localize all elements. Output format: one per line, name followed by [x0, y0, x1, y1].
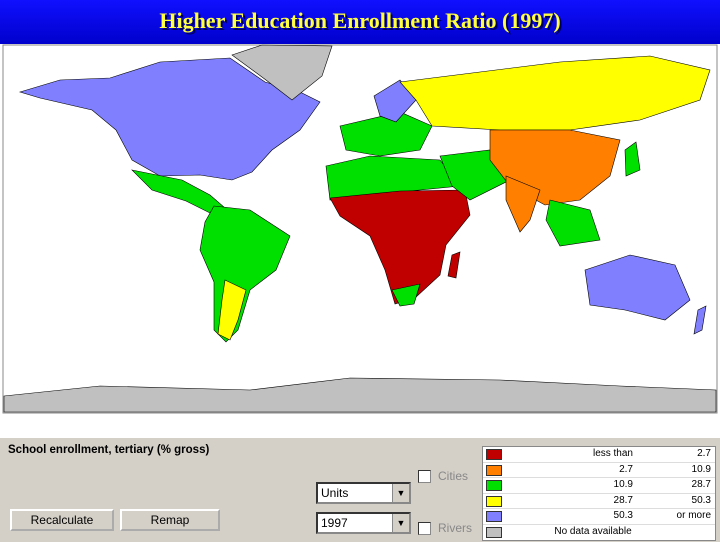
control-panel: School enrollment, tertiary (% gross) Re…: [0, 436, 720, 542]
legend-row: less than 2.7: [483, 447, 715, 463]
checkbox-label: Cities: [438, 469, 469, 483]
australia: [584, 254, 691, 321]
legend-row: 10.9 28.7: [483, 478, 715, 494]
legend-row: No data available: [483, 525, 715, 540]
india: [505, 175, 541, 233]
dropdown-arrow: ▼: [392, 484, 409, 502]
madagascar: [447, 251, 461, 279]
title: Higher Education Enrollment Ratio (1997): [159, 8, 561, 33]
legend-swatch: [486, 464, 502, 476]
legend-swatch: [486, 511, 502, 523]
central-africa: [329, 189, 471, 305]
legend-low: 10.9: [613, 479, 633, 491]
legend-swatch: [486, 526, 502, 538]
checkbox-box: [418, 522, 431, 535]
remap-button[interactable]: Remap: [120, 509, 220, 531]
legend-swatch: [486, 449, 502, 460]
legend-low: 2.7: [619, 463, 633, 475]
legend-high: or more: [676, 510, 711, 522]
year-dropdown[interactable]: 1997 ▼: [316, 512, 411, 534]
recalculate-button[interactable]: Recalculate: [10, 509, 114, 531]
cities-checkbox[interactable]: Cities: [418, 469, 468, 483]
north-america: [18, 57, 321, 181]
south-africa: [391, 283, 421, 307]
legend-swatch: [486, 495, 502, 507]
units-dropdown[interactable]: Units ▼: [316, 482, 411, 504]
legend-high: 2.7: [697, 448, 711, 459]
checkbox-label: Rivers: [438, 521, 473, 535]
new-zealand: [693, 305, 707, 335]
southeast-asia: [545, 199, 601, 247]
japan: [624, 141, 641, 177]
panel-label: School enrollment, tertiary (% gross): [8, 444, 210, 456]
legend-low: 50.3: [613, 510, 633, 522]
russia: [399, 55, 711, 131]
title-bar: Higher Education Enrollment Ratio (1997): [0, 0, 720, 44]
legend-low: 28.7: [613, 494, 633, 506]
greenland: [231, 44, 333, 101]
rivers-checkbox[interactable]: Rivers: [418, 521, 472, 535]
legend-swatch: [486, 480, 502, 492]
legend: less than 2.7 2.7 10.9 10.9 28.7 28.7 50.3 50.3 o…: [482, 446, 716, 541]
legend-row: 2.7 10.9: [483, 463, 715, 479]
legend-high: 28.7: [691, 479, 711, 491]
antarctica: [3, 377, 717, 413]
legend-row: 28.7 50.3: [483, 494, 715, 510]
dropdown-text: Units: [321, 486, 349, 500]
scandinavia: [373, 79, 417, 123]
argentina: [217, 279, 247, 341]
legend-no-data: No data available: [554, 525, 632, 537]
dropdown-text: 1997: [321, 516, 348, 530]
legend-row: 50.3 or more: [483, 509, 715, 525]
checkbox-box: [418, 470, 431, 483]
legend-high: 10.9: [691, 463, 711, 475]
dropdown-arrow: ▼: [392, 514, 409, 532]
legend-low: less than: [592, 448, 633, 459]
map: [2, 44, 718, 414]
legend-high: 50.3: [691, 494, 711, 506]
